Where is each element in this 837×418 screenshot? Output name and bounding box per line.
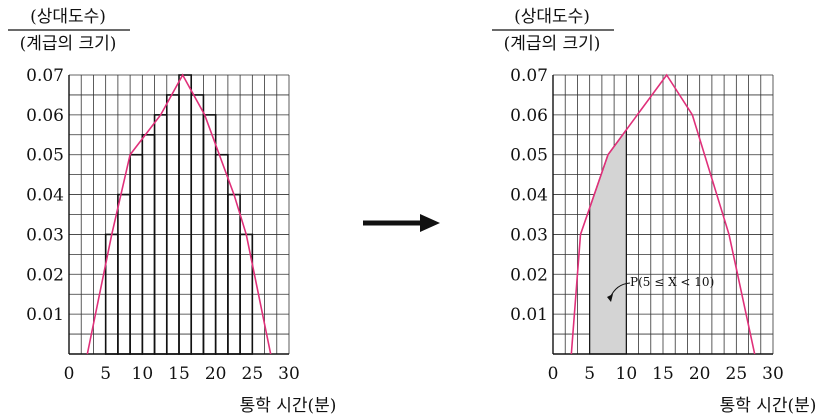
y-tick-label: 0.01	[26, 305, 64, 325]
y-tick-label: 0.04	[510, 186, 548, 206]
x-tick-label: 0	[64, 364, 75, 384]
left-chart: 0.01 0.02 0.03 0.04 0.05 0.06 0.07 0 5 10 15 20 25 30	[26, 66, 300, 384]
x-tick-label: 15	[652, 364, 674, 384]
right-x-axis-label: 통학 시간(분)	[720, 396, 817, 416]
y-tick-label: 0.03	[510, 225, 548, 245]
right-chart: 0.01 0.02 0.03 0.04 0.05 0.06 0.07 0 5 10 15 20 25 30	[510, 66, 784, 384]
annotation-arrowhead-icon	[607, 294, 613, 302]
histogram-bar	[165, 94, 180, 355]
y-tick-label: 0.07	[26, 66, 64, 86]
left-ylabel-numerator: (상대도수)	[30, 7, 106, 27]
x-tick-label: 5	[100, 364, 111, 384]
histogram-bar	[141, 133, 156, 355]
y-tick-label: 0.06	[510, 106, 548, 126]
left-y-axis-title: (상대도수) (계급의 크기)	[8, 7, 130, 54]
x-tick-label: 0	[548, 364, 559, 384]
x-tick-label: 20	[689, 364, 711, 384]
histogram-bar	[190, 94, 205, 355]
annotation-group: P(5 ≤ X < 10)	[607, 275, 714, 302]
right-arrow-icon	[363, 214, 440, 232]
y-tick-label: 0.01	[510, 305, 548, 325]
x-tick-label: 30	[278, 364, 300, 384]
right-ylabel-denominator: (계급의 크기)	[504, 34, 601, 54]
x-tick-label: 5	[584, 364, 595, 384]
shaded-probability-region	[589, 127, 627, 355]
right-ylabel-numerator: (상대도수)	[514, 7, 590, 27]
y-tick-label: 0.02	[26, 265, 64, 285]
left-x-axis-label: 통학 시간(분)	[240, 396, 337, 416]
right-frequency-polygon	[570, 73, 756, 355]
x-tick-label: 20	[205, 364, 227, 384]
left-frequency-polygon	[86, 73, 272, 355]
x-tick-label: 25	[242, 364, 264, 384]
right-y-axis-title: (상대도수) (계급의 크기)	[492, 7, 614, 54]
right-grid	[553, 74, 774, 354]
y-tick-label: 0.04	[26, 186, 64, 206]
y-tick-label: 0.06	[26, 106, 64, 126]
y-tick-label: 0.03	[26, 225, 64, 245]
y-tick-label: 0.02	[510, 265, 548, 285]
x-tick-label: 30	[762, 364, 784, 384]
x-tick-label: 25	[726, 364, 748, 384]
x-tick-label: 10	[132, 364, 154, 384]
x-tick-label: 10	[616, 364, 638, 384]
probability-annotation: P(5 ≤ X < 10)	[630, 275, 714, 289]
x-tick-label: 15	[168, 364, 190, 384]
y-tick-label: 0.05	[26, 146, 64, 166]
y-tick-label: 0.07	[510, 66, 548, 86]
y-tick-label: 0.05	[510, 146, 548, 166]
left-ylabel-denominator: (계급의 크기)	[20, 34, 117, 54]
